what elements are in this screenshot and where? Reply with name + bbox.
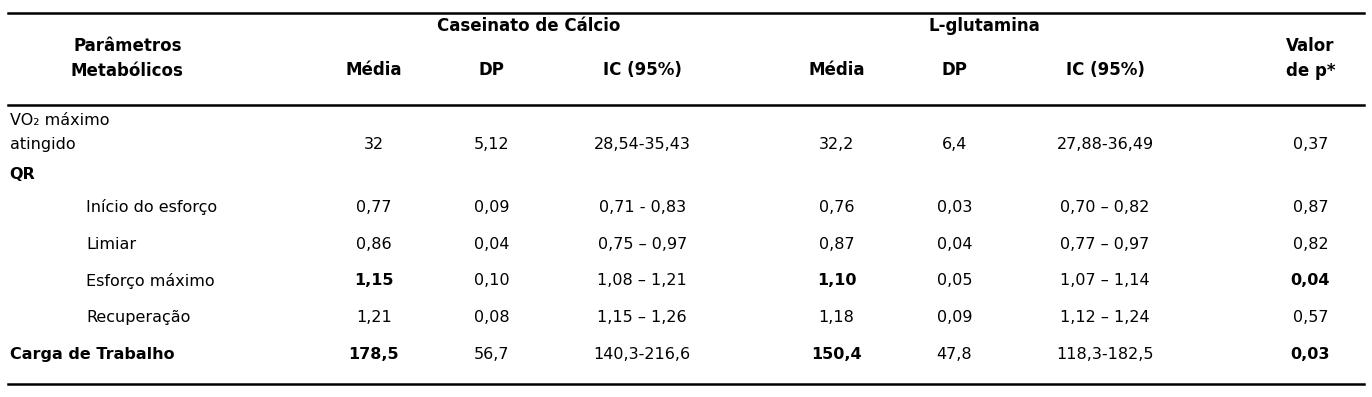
Text: 0,04: 0,04 xyxy=(1291,273,1329,288)
Text: 0,87: 0,87 xyxy=(819,237,855,252)
Text: atingido: atingido xyxy=(10,137,75,152)
Text: 0,57: 0,57 xyxy=(1292,310,1328,325)
Text: 1,15 – 1,26: 1,15 – 1,26 xyxy=(597,310,687,325)
Text: 0,03: 0,03 xyxy=(937,200,971,215)
Text: 0,82: 0,82 xyxy=(1292,237,1328,252)
Text: 140,3-216,6: 140,3-216,6 xyxy=(594,347,690,362)
Text: Parâmetros
Metabólicos: Parâmetros Metabólicos xyxy=(71,37,184,81)
Text: Média: Média xyxy=(808,61,864,79)
Text: 150,4: 150,4 xyxy=(811,347,862,362)
Text: 1,08 – 1,21: 1,08 – 1,21 xyxy=(597,273,687,288)
Text: Recuperação: Recuperação xyxy=(86,310,191,325)
Text: 1,21: 1,21 xyxy=(355,310,391,325)
Text: 1,18: 1,18 xyxy=(819,310,855,325)
Text: 0,76: 0,76 xyxy=(819,200,855,215)
Text: 0,04: 0,04 xyxy=(937,237,973,252)
Text: 56,7: 56,7 xyxy=(473,347,509,362)
Text: VO₂ máximo: VO₂ máximo xyxy=(10,113,110,128)
Text: 1,10: 1,10 xyxy=(816,273,856,288)
Text: 0,03: 0,03 xyxy=(1291,347,1329,362)
Text: 5,12: 5,12 xyxy=(473,137,509,152)
Text: 0,09: 0,09 xyxy=(473,200,509,215)
Text: 0,86: 0,86 xyxy=(355,237,391,252)
Text: 0,71 - 0,83: 0,71 - 0,83 xyxy=(598,200,686,215)
Text: Esforço máximo: Esforço máximo xyxy=(86,273,215,289)
Text: Caseinato de Cálcio: Caseinato de Cálcio xyxy=(436,17,620,35)
Text: Início do esforço: Início do esforço xyxy=(86,199,217,215)
Text: 27,88-36,49: 27,88-36,49 xyxy=(1056,137,1154,152)
Text: 1,15: 1,15 xyxy=(354,273,394,288)
Text: 6,4: 6,4 xyxy=(941,137,967,152)
Text: 0,05: 0,05 xyxy=(937,273,973,288)
Text: 0,37: 0,37 xyxy=(1292,137,1328,152)
Text: 0,04: 0,04 xyxy=(473,237,509,252)
Text: 0,09: 0,09 xyxy=(937,310,973,325)
Text: Carga de Trabalho: Carga de Trabalho xyxy=(10,347,174,362)
Text: 32,2: 32,2 xyxy=(819,137,855,152)
Text: 28,54-35,43: 28,54-35,43 xyxy=(594,137,690,152)
Text: IC (95%): IC (95%) xyxy=(602,61,682,79)
Text: 0,87: 0,87 xyxy=(1292,200,1328,215)
Text: 0,77 – 0,97: 0,77 – 0,97 xyxy=(1061,237,1150,252)
Text: 1,07 – 1,14: 1,07 – 1,14 xyxy=(1061,273,1150,288)
Text: 47,8: 47,8 xyxy=(937,347,973,362)
Text: L-glutamina: L-glutamina xyxy=(929,17,1040,35)
Text: Limiar: Limiar xyxy=(86,237,136,252)
Text: 178,5: 178,5 xyxy=(348,347,399,362)
Text: 1,12 – 1,24: 1,12 – 1,24 xyxy=(1061,310,1150,325)
Text: DP: DP xyxy=(479,61,505,79)
Text: IC (95%): IC (95%) xyxy=(1066,61,1144,79)
Text: Média: Média xyxy=(346,61,402,79)
Text: 118,3-182,5: 118,3-182,5 xyxy=(1056,347,1154,362)
Text: 0,75 – 0,97: 0,75 – 0,97 xyxy=(598,237,687,252)
Text: 32: 32 xyxy=(364,137,384,152)
Text: Valor
de p*: Valor de p* xyxy=(1286,37,1335,81)
Text: 0,77: 0,77 xyxy=(357,200,391,215)
Text: 0,70 – 0,82: 0,70 – 0,82 xyxy=(1061,200,1150,215)
Text: 0,08: 0,08 xyxy=(473,310,509,325)
Text: QR: QR xyxy=(10,168,36,182)
Text: 0,10: 0,10 xyxy=(473,273,509,288)
Text: DP: DP xyxy=(941,61,967,79)
